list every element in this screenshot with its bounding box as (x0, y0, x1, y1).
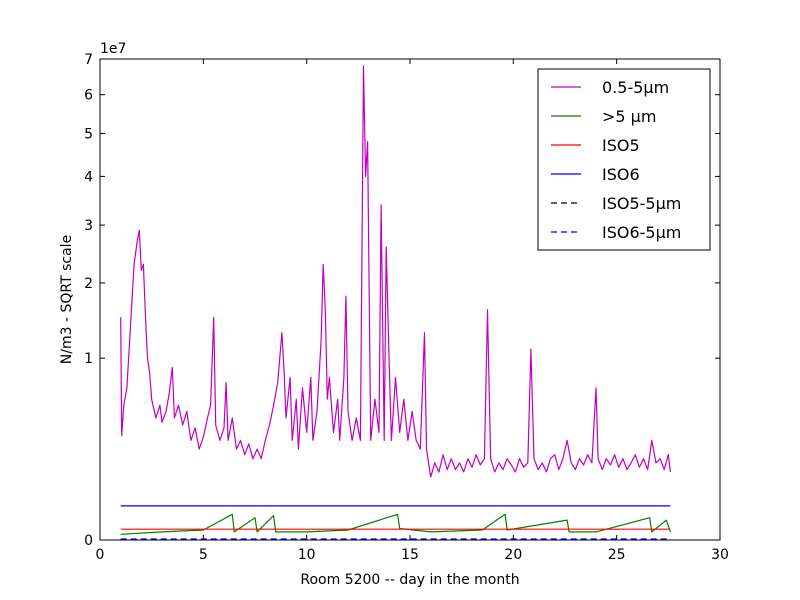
y-tick-label: 5 (84, 126, 93, 142)
y-tick-label: 6 (84, 88, 93, 104)
x-tick-label: 5 (199, 547, 208, 563)
y-tick-label: 1 (84, 351, 93, 367)
ticks-layer: 0 5 10 15 20 25 30 0 1 2 3 4 5 6 7 (84, 52, 729, 563)
legend: 0.5-5µm >5 µm ISO5 ISO6 ISO5-5µm ISO6-5µm (537, 68, 711, 251)
x-tick-label: 0 (96, 547, 105, 563)
x-tick-label: 20 (504, 547, 522, 563)
y-tick-label: 0 (84, 533, 93, 549)
x-axis-label: Room 5200 -- day in the month (300, 572, 519, 588)
y-tick-label: 4 (84, 169, 93, 185)
x-tick-label: 30 (711, 547, 729, 563)
y-axis-label: N/m3 - SQRT scale (59, 235, 75, 364)
y-tick-label: 7 (84, 52, 93, 68)
x-tick-label: 15 (401, 547, 419, 563)
legend-label: ISO6 (602, 165, 640, 184)
y-offset-text: 1e7 (100, 41, 126, 57)
legend-label: ISO5 (602, 136, 640, 155)
legend-label: >5 µm (602, 107, 656, 126)
legend-label: 0.5-5µm (602, 78, 669, 97)
plot-frame (99, 58, 721, 541)
series-line-0 (120, 65, 671, 478)
x-tick-label: 25 (608, 547, 626, 563)
legend-label: ISO6-5µm (602, 223, 681, 242)
y-tick-label: 3 (84, 218, 93, 234)
y-tick-label: 2 (84, 276, 93, 292)
legend-label: ISO5-5µm (602, 194, 681, 213)
legend-box (537, 68, 711, 251)
x-tick-label: 10 (298, 547, 316, 563)
